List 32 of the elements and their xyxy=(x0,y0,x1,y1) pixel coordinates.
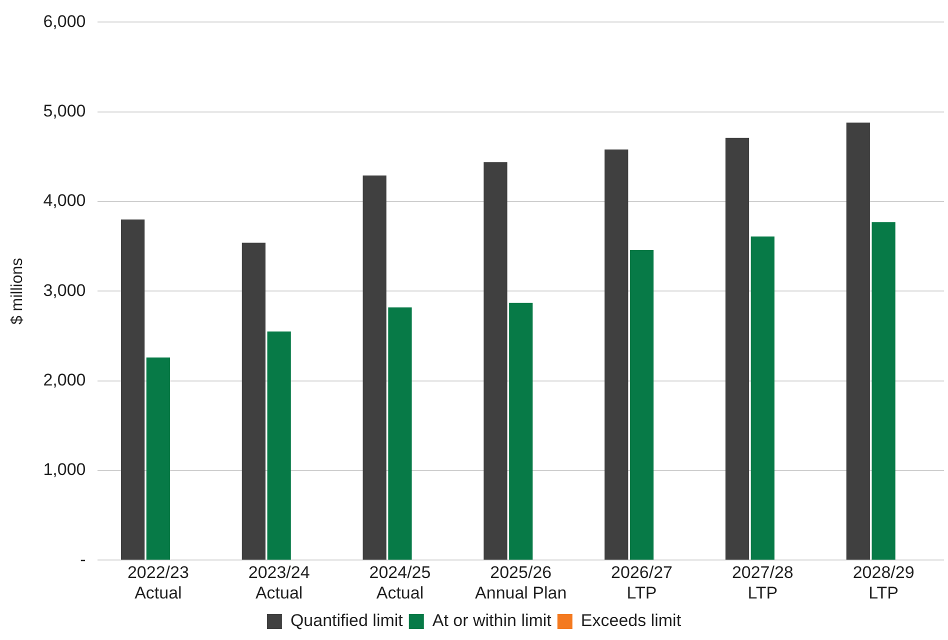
x-tick-label: 2023/24 Actual xyxy=(248,563,310,602)
bar xyxy=(630,250,654,560)
y-axis-title: $ millions xyxy=(9,258,26,325)
x-tick-label: 2024/25 Actual xyxy=(369,563,431,602)
legend-label: Exceeds limit xyxy=(580,611,682,630)
bar xyxy=(846,122,870,560)
legend-label: At or within limit xyxy=(432,611,552,630)
bar xyxy=(388,307,412,560)
bar xyxy=(146,358,170,560)
y-tick-label: 4,000 xyxy=(43,191,86,210)
x-tick-label: 2027/28 LTP xyxy=(732,563,794,602)
bar xyxy=(242,242,266,560)
bar xyxy=(120,219,145,560)
y-tick-label: 5,000 xyxy=(43,102,86,121)
bar xyxy=(484,162,508,560)
y-tick-label: - xyxy=(80,550,86,569)
bar xyxy=(725,138,750,560)
x-tick-label: 2026/27 LTP xyxy=(611,563,672,602)
bar xyxy=(750,236,774,560)
legend-label: Quantified limit xyxy=(290,611,404,630)
y-tick-label: 2,000 xyxy=(43,370,86,390)
y-tick-label: 3,000 xyxy=(43,280,86,300)
x-tick-label: 2025/26 Annual Plan xyxy=(475,563,567,602)
y-tick-label: 6,000 xyxy=(43,12,86,31)
bar xyxy=(604,150,628,560)
bar xyxy=(267,332,291,560)
x-tick-label: 2022/23 Actual xyxy=(127,563,189,602)
bar xyxy=(509,302,533,560)
bar xyxy=(872,222,896,560)
bar xyxy=(362,176,386,560)
y-tick-label: 1,000 xyxy=(43,460,86,480)
x-tick-label: 2028/29 LTP xyxy=(852,563,914,602)
